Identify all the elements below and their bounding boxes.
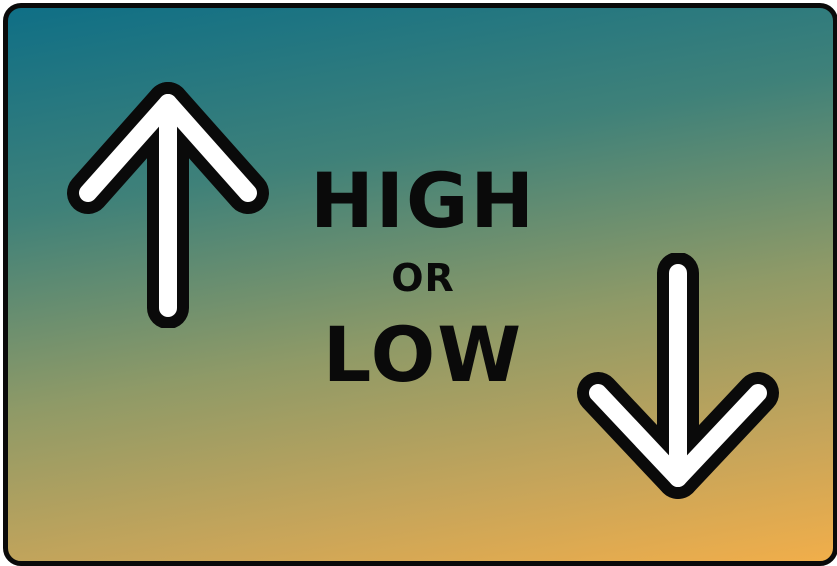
game-title: HIGH OR LOW <box>258 163 588 393</box>
title-or: OR <box>391 256 455 300</box>
game-card: HIGH OR LOW <box>3 3 837 566</box>
arrow-down-icon[interactable] <box>573 253 783 513</box>
arrow-up-icon[interactable] <box>63 68 273 328</box>
title-low: LOW <box>322 310 524 399</box>
title-high: HIGH <box>310 156 536 245</box>
